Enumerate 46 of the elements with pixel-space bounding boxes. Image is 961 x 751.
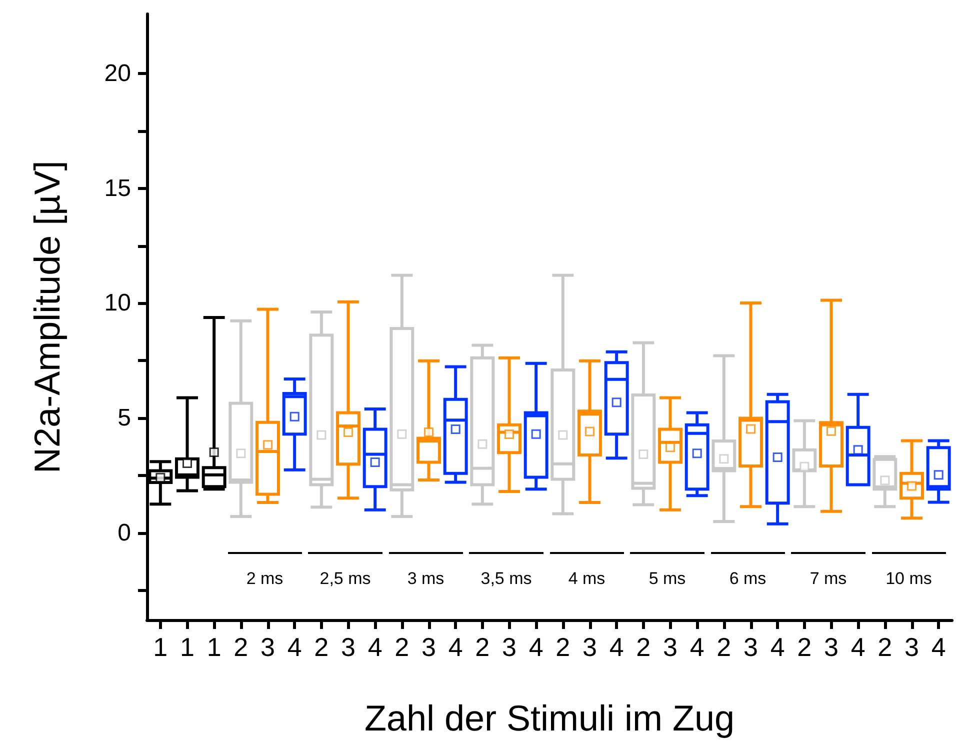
x-tick-label: 3 [422, 632, 436, 662]
x-tick-label: 3 [260, 632, 275, 662]
y-tick-label: 5 [118, 404, 131, 432]
x-tick-label: 2 [556, 632, 570, 662]
x-tick-label: 1 [206, 632, 222, 662]
annotation: 6 ms [728, 569, 768, 589]
x-tick-label: 2 [716, 632, 732, 662]
x-tick-label: 3 [744, 632, 758, 662]
annotation: 5 ms [648, 569, 687, 589]
x-axis-title: Zahl der Stimuli im Zug [364, 698, 735, 738]
x-tick-label: 3 [663, 632, 678, 662]
annotation: 2 ms [245, 569, 284, 589]
annotation: 3 ms [406, 569, 446, 589]
x-tick-label: 3 [824, 632, 838, 662]
x-tick-label: 1 [180, 632, 194, 662]
x-tick-label: 3 [904, 632, 919, 662]
annotation: 3,5 ms [480, 569, 533, 589]
x-tick-label: 3 [502, 632, 516, 662]
x-tick-label: 2 [878, 632, 892, 662]
y-axis-title: N2a-Amplitude [µV] [26, 160, 68, 474]
annotation: 10 ms [884, 569, 933, 589]
x-tick-label: 2 [797, 632, 812, 662]
annotation: 2,5 ms [318, 569, 372, 589]
y-tick-label: 10 [104, 290, 131, 317]
y-tick-label: 20 [104, 60, 131, 88]
annotation: 4 ms [567, 569, 606, 589]
x-tick-label: 4 [448, 632, 463, 662]
x-tick-label: 4 [368, 632, 382, 662]
x-tick-label: 2 [636, 632, 651, 662]
y-tick-label: 0 [118, 519, 131, 546]
x-tick-label: 3 [341, 632, 356, 662]
x-tick-label: 1 [153, 632, 168, 662]
x-tick-label: 4 [528, 632, 544, 662]
x-tick-label: 3 [582, 632, 597, 662]
x-tick-label: 4 [609, 632, 624, 662]
annotation: 7 ms [808, 569, 848, 589]
x-tick-label: 4 [850, 632, 866, 662]
x-tick-label: 4 [770, 632, 785, 662]
x-tick-label: 4 [287, 632, 302, 662]
x-tick-label: 4 [931, 632, 946, 662]
x-tick-label: 2 [314, 632, 329, 662]
x-tick-label: 4 [690, 632, 704, 662]
x-tick-label: 2 [394, 632, 410, 662]
x-tick-label: 2 [234, 632, 248, 662]
x-tick-label: 2 [475, 632, 490, 662]
y-tick-label: 15 [104, 174, 131, 202]
